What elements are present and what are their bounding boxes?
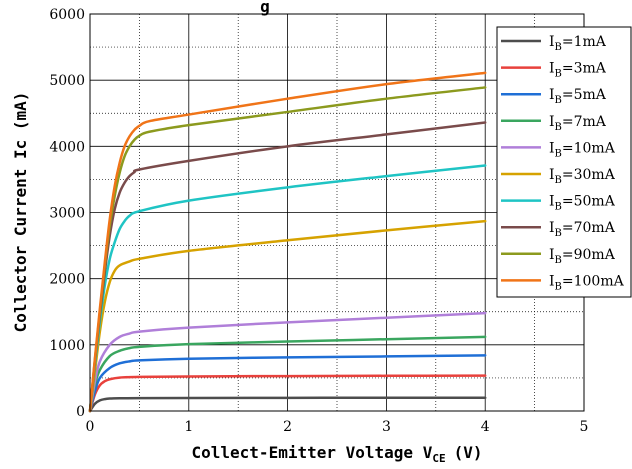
- series-line-3: [88, 354, 487, 413]
- legend-entry: IB=70mA: [549, 220, 616, 239]
- y-tick-label: 6000: [49, 7, 85, 23]
- y-tick-label: 5000: [49, 73, 85, 89]
- legend-entry: IB=100mA: [549, 273, 625, 292]
- series-line-2: [88, 374, 487, 413]
- x-tick-label: 4: [481, 419, 490, 435]
- legend-entry: IB=30mA: [549, 167, 616, 186]
- y-tick-label: 0: [76, 404, 85, 420]
- legend-entry: IB=90mA: [549, 247, 616, 266]
- legend-entry: IB=5mA: [549, 87, 607, 106]
- legend-entry: IB=50mA: [549, 194, 616, 213]
- x-tick-label: 1: [184, 419, 193, 435]
- series-line-4: [88, 335, 487, 413]
- y-tick-label: 3000: [49, 206, 85, 222]
- y-tick-label: 2000: [49, 272, 85, 288]
- x-axis-title-unit: (V): [454, 443, 483, 462]
- x-axis-title-main: Collect-Emitter Voltage V: [192, 443, 433, 462]
- series-line-10: [88, 71, 487, 413]
- legend: IB=1mA IB=3mA IB=5mA IB=7mA IB=10mA IB=30mA IB…: [496, 26, 632, 298]
- legend-entry: IB=7mA: [549, 114, 607, 133]
- series-line-1: [88, 396, 487, 413]
- y-tick-labels: 0 1000 2000 3000 4000 5000 6000: [49, 7, 85, 420]
- x-axis-title-sub: CE: [432, 452, 445, 465]
- series-lines: [88, 71, 487, 413]
- legend-entry: IB=10mA: [549, 140, 616, 159]
- x-tick-label: 2: [283, 419, 292, 435]
- legend-box: [496, 26, 632, 298]
- legend-entry: IB=3mA: [549, 61, 607, 80]
- y-tick-label: 1000: [49, 338, 85, 354]
- x-tick-label: 0: [86, 419, 95, 435]
- x-tick-labels: 0 1 2 3 4 5: [86, 419, 589, 435]
- y-axis-title: Collector Current Ic (mA): [11, 92, 30, 333]
- y-tick-label: 4000: [49, 139, 85, 155]
- legend-entry: IB=1mA: [549, 34, 607, 53]
- x-tick-label: 3: [382, 419, 391, 435]
- x-tick-label: 5: [580, 419, 589, 435]
- x-axis-title: Collect-Emitter Voltage VCE (V): [192, 443, 483, 465]
- chart-title: g: [260, 0, 270, 16]
- series-line-5: [88, 311, 487, 413]
